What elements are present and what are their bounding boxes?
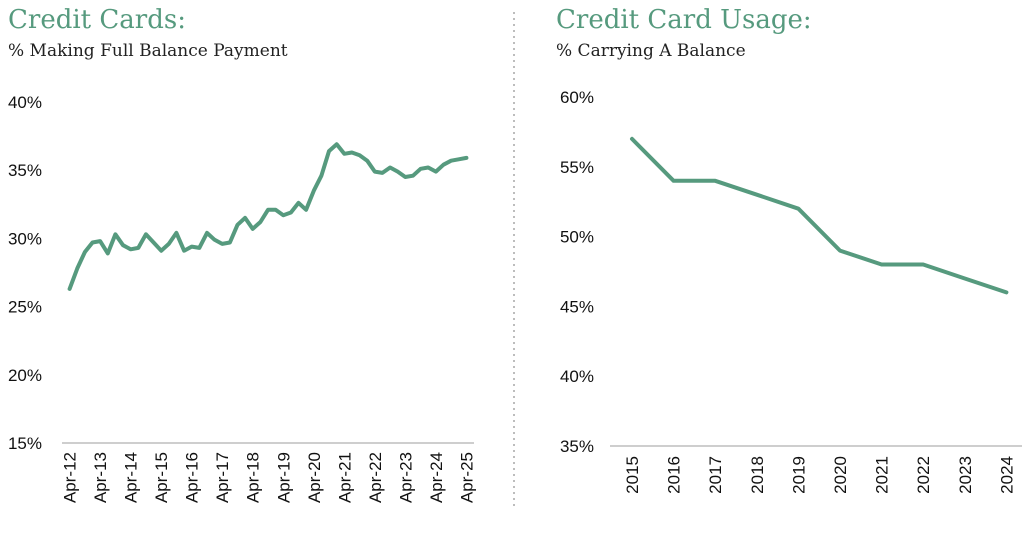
right-x-tick-label: 2021: [873, 456, 892, 494]
right-y-tick-label: 50%: [560, 228, 594, 247]
right-x-tick-label: 2015: [623, 456, 642, 494]
left-x-tick-label: Apr-20: [305, 452, 324, 503]
right-x-tick-label: 2019: [789, 456, 808, 494]
right-x-tick-label: 2020: [831, 456, 850, 494]
right-x-tick-label: 2023: [956, 456, 975, 494]
left-x-tick-label: Apr-17: [213, 452, 232, 503]
left-x-tick-label: Apr-14: [122, 452, 141, 503]
right-x-tick-label: 2016: [665, 456, 684, 494]
right-x-axis: 2015 2016 2017 2018 2019 2020 2021 2022 2023 2024: [623, 456, 1016, 494]
left-x-tick-label: Apr-12: [61, 452, 80, 503]
left-x-tick-label: Apr-23: [396, 452, 415, 503]
left-x-tick-label: Apr-18: [244, 452, 263, 503]
left-y-tick-label: 20%: [8, 366, 42, 385]
right-y-tick-label: 60%: [560, 88, 594, 107]
right-series-line: [630, 136, 1009, 295]
left-y-tick-label: 35%: [8, 161, 42, 180]
left-x-tick-label: Apr-16: [183, 452, 202, 503]
left-x-axis: Apr-12 Apr-13 Apr-14 Apr-15 Apr-16 Apr-17 Apr-…: [61, 452, 477, 503]
left-x-tick-label: Apr-21: [335, 452, 354, 503]
right-x-tick-label: 2017: [706, 456, 725, 494]
left-x-tick-label: Apr-13: [91, 452, 110, 503]
right-y-axis: 60% 55% 50% 45% 40% 35%: [560, 88, 594, 456]
left-x-tick-label: Apr-25: [457, 452, 476, 503]
left-x-tick-label: Apr-19: [274, 452, 293, 503]
left-y-tick-label: 25%: [8, 298, 42, 317]
right-x-tick-label: 2022: [914, 456, 933, 494]
left-series-line: [67, 142, 469, 291]
left-chart: Credit Cards: % Making Full Balance Paym…: [8, 5, 476, 503]
right-y-tick-label: 40%: [560, 367, 594, 386]
left-x-tick-label: Apr-15: [152, 452, 171, 503]
left-x-tick-label: Apr-22: [366, 452, 385, 503]
right-x-tick-label: 2018: [748, 456, 767, 494]
left-y-tick-label: 30%: [8, 229, 42, 248]
right-chart-title: Credit Card Usage:: [556, 5, 812, 35]
right-x-tick-label: 2024: [997, 456, 1016, 494]
right-y-tick-label: 35%: [560, 437, 594, 456]
left-y-tick-label: 40%: [8, 93, 42, 112]
right-y-tick-label: 55%: [560, 158, 594, 177]
right-chart: Credit Card Usage: % Carrying A Balance …: [556, 5, 1022, 494]
left-y-axis: 40% 35% 30% 25% 20% 15%: [8, 93, 42, 453]
right-y-tick-label: 45%: [560, 297, 594, 316]
left-y-tick-label: 15%: [8, 434, 42, 453]
left-chart-title: Credit Cards:: [8, 5, 186, 35]
right-chart-subtitle: % Carrying A Balance: [556, 41, 746, 61]
left-chart-subtitle: % Making Full Balance Payment: [8, 41, 288, 61]
left-x-tick-label: Apr-24: [427, 452, 446, 503]
